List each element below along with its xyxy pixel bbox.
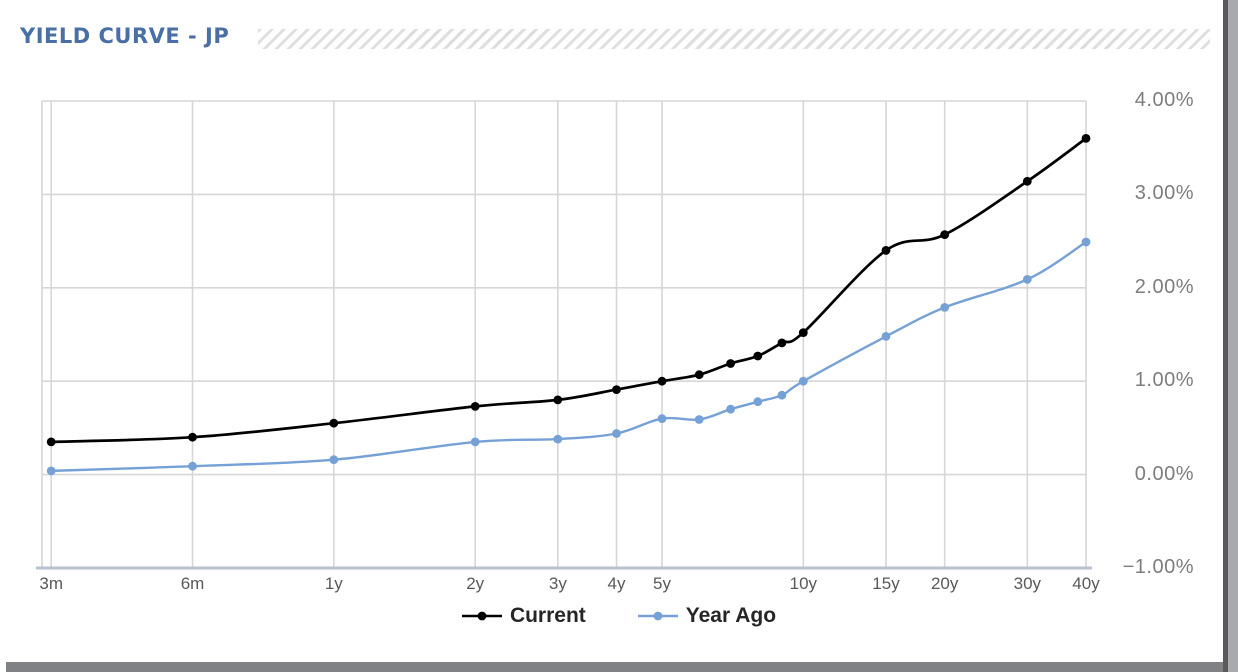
y-axis-tick-label: 3.00% <box>1134 182 1194 205</box>
series-current-point <box>1081 134 1091 143</box>
series-year-ago-point <box>777 390 787 400</box>
series-year-ago-point <box>46 466 56 476</box>
series-year-ago-point <box>188 461 197 471</box>
series-current-point <box>694 370 704 380</box>
window-right-border <box>1223 0 1228 672</box>
x-axis-tick-label: 40y <box>1072 574 1100 593</box>
series-current-point <box>726 359 735 368</box>
series-year-ago-point <box>612 429 621 438</box>
page-title: YIELD CURVE - JP <box>20 24 230 48</box>
series-year-ago-point <box>657 414 667 423</box>
series-current-point <box>553 395 563 405</box>
series-year-ago-point <box>940 303 950 312</box>
series-year-ago-point <box>329 455 339 465</box>
x-axis-tick-label: 4y <box>607 574 626 593</box>
x-axis-tick-label: 30y <box>1013 574 1042 593</box>
series-year-ago-point <box>553 434 563 444</box>
window-bottom-shadow <box>6 662 1223 672</box>
x-axis-tick-label: 1y <box>324 574 343 593</box>
series-current-point <box>188 432 197 442</box>
legend-label-current: Current <box>509 604 586 627</box>
window-right-shadow <box>1228 0 1238 672</box>
series-current-point <box>46 437 56 447</box>
x-axis-tick-label: 10y <box>789 574 818 593</box>
legend-marker-year-ago-icon <box>637 611 678 621</box>
x-axis-tick-label: 3y <box>548 574 567 593</box>
legend-item-year-ago[interactable]: Year Ago <box>637 604 777 628</box>
y-axis-tick-label: 2.00% <box>1134 275 1194 298</box>
series-current-point <box>777 338 787 348</box>
series-year-ago-point <box>753 397 763 407</box>
series-year-ago-point <box>726 404 735 414</box>
x-axis-tick-label: 5y <box>653 574 671 593</box>
series-current-point <box>329 418 339 428</box>
yield-curve-chart <box>36 100 1092 570</box>
series-year-ago-point <box>881 332 891 341</box>
x-axis-tick-label: 20y <box>930 574 959 593</box>
series-current-point <box>881 246 891 255</box>
series-current-point <box>657 376 667 386</box>
y-axis-tick-label: 0.00% <box>1134 462 1194 485</box>
series-current-point <box>1022 176 1032 186</box>
title-hatch-decoration <box>258 29 1210 49</box>
x-axis-tick-label: 6m <box>180 574 205 593</box>
series-year-ago-point <box>1022 275 1032 284</box>
series-current-point <box>753 351 763 361</box>
x-axis-tick-label: 3m <box>39 574 63 593</box>
x-axis-tick-label: 15y <box>872 574 900 593</box>
y-axis-tick-label: 1.00% <box>1134 369 1194 392</box>
series-year-ago-point <box>694 415 704 424</box>
legend-marker-current-icon <box>461 611 502 621</box>
legend-label-year-ago: Year Ago <box>685 604 777 627</box>
x-axis-tick-label: 2y <box>466 574 485 593</box>
series-current-point <box>940 230 950 240</box>
series-current-point <box>470 402 480 411</box>
series-current-point <box>798 328 808 337</box>
y-axis-tick-label: −1.00% <box>1122 556 1194 578</box>
series-year-ago-point <box>798 376 808 386</box>
series-current-point <box>612 385 621 394</box>
series-year-ago-point <box>1081 237 1091 247</box>
legend-item-current[interactable]: Current <box>461 604 586 628</box>
series-year-ago-point <box>470 437 480 447</box>
chart-legend: Current Year Ago <box>0 604 1238 628</box>
series-current-line <box>49 137 1088 444</box>
y-axis-tick-label: 4.00% <box>1134 89 1194 111</box>
